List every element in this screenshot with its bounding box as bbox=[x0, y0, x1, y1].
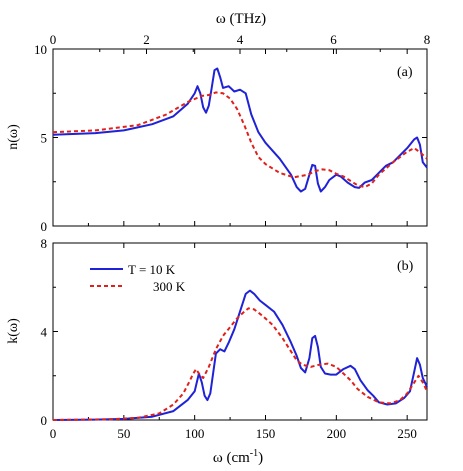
y-tick-label: 0 bbox=[41, 413, 48, 428]
panel-b-y-tick-labels: 0 4 8 bbox=[41, 236, 48, 428]
top-tick-label: 4 bbox=[237, 32, 244, 47]
bottom-tick-label: 200 bbox=[327, 426, 347, 441]
y-tick-label: 8 bbox=[41, 236, 48, 251]
y-tick-label: 10 bbox=[34, 42, 47, 57]
top-tick-label: 8 bbox=[424, 32, 431, 47]
panel-a: 0 5 10 n(ω) (a) bbox=[6, 42, 428, 234]
bottom-axis-tick-labels: 0 50 100 150 200 250 bbox=[50, 426, 417, 441]
panel-a-ticks bbox=[52, 48, 428, 227]
panel-b-tag: (b) bbox=[397, 259, 414, 274]
panel-a-series bbox=[52, 67, 428, 193]
bottom-tick-label: 100 bbox=[185, 426, 205, 441]
panel-a-ylabel: n(ω) bbox=[6, 124, 21, 150]
panel-b: 0 4 8 k(ω) (b) T = 10 K 300 K bbox=[6, 236, 428, 428]
y-tick-label: 4 bbox=[41, 325, 48, 340]
legend-label-300k: 300 K bbox=[153, 279, 186, 294]
bottom-tick-label: 150 bbox=[256, 426, 276, 441]
bottom-axis-title: ω (cm-1) bbox=[213, 448, 263, 466]
bottom-tick-label: 250 bbox=[397, 426, 417, 441]
y-tick-label: 0 bbox=[41, 219, 48, 234]
top-tick-label: 6 bbox=[330, 32, 337, 47]
panel-a-frame bbox=[52, 48, 428, 227]
legend: T = 10 K 300 K bbox=[90, 262, 186, 294]
series-10k-line bbox=[52, 289, 428, 421]
panel-b-series bbox=[52, 289, 428, 421]
top-tick-label: 0 bbox=[50, 32, 57, 47]
top-axis-title: ω (THz) bbox=[216, 11, 266, 27]
bottom-tick-label: 0 bbox=[50, 426, 57, 441]
legend-label-10k: T = 10 K bbox=[128, 262, 176, 277]
series-10k-line bbox=[52, 67, 428, 193]
top-tick-label: 2 bbox=[143, 32, 150, 47]
series-300k-line bbox=[52, 307, 428, 421]
panel-a-tag: (a) bbox=[397, 65, 413, 80]
panel-a-y-tick-labels: 0 5 10 bbox=[34, 42, 47, 234]
bottom-tick-label: 50 bbox=[117, 426, 130, 441]
panel-b-ticks bbox=[52, 242, 427, 421]
series-300k-line bbox=[52, 91, 428, 189]
panel-b-ylabel: k(ω) bbox=[6, 318, 21, 344]
top-axis-tick-labels: 0 2 4 6 8 bbox=[50, 32, 431, 47]
y-tick-label: 5 bbox=[41, 131, 48, 146]
